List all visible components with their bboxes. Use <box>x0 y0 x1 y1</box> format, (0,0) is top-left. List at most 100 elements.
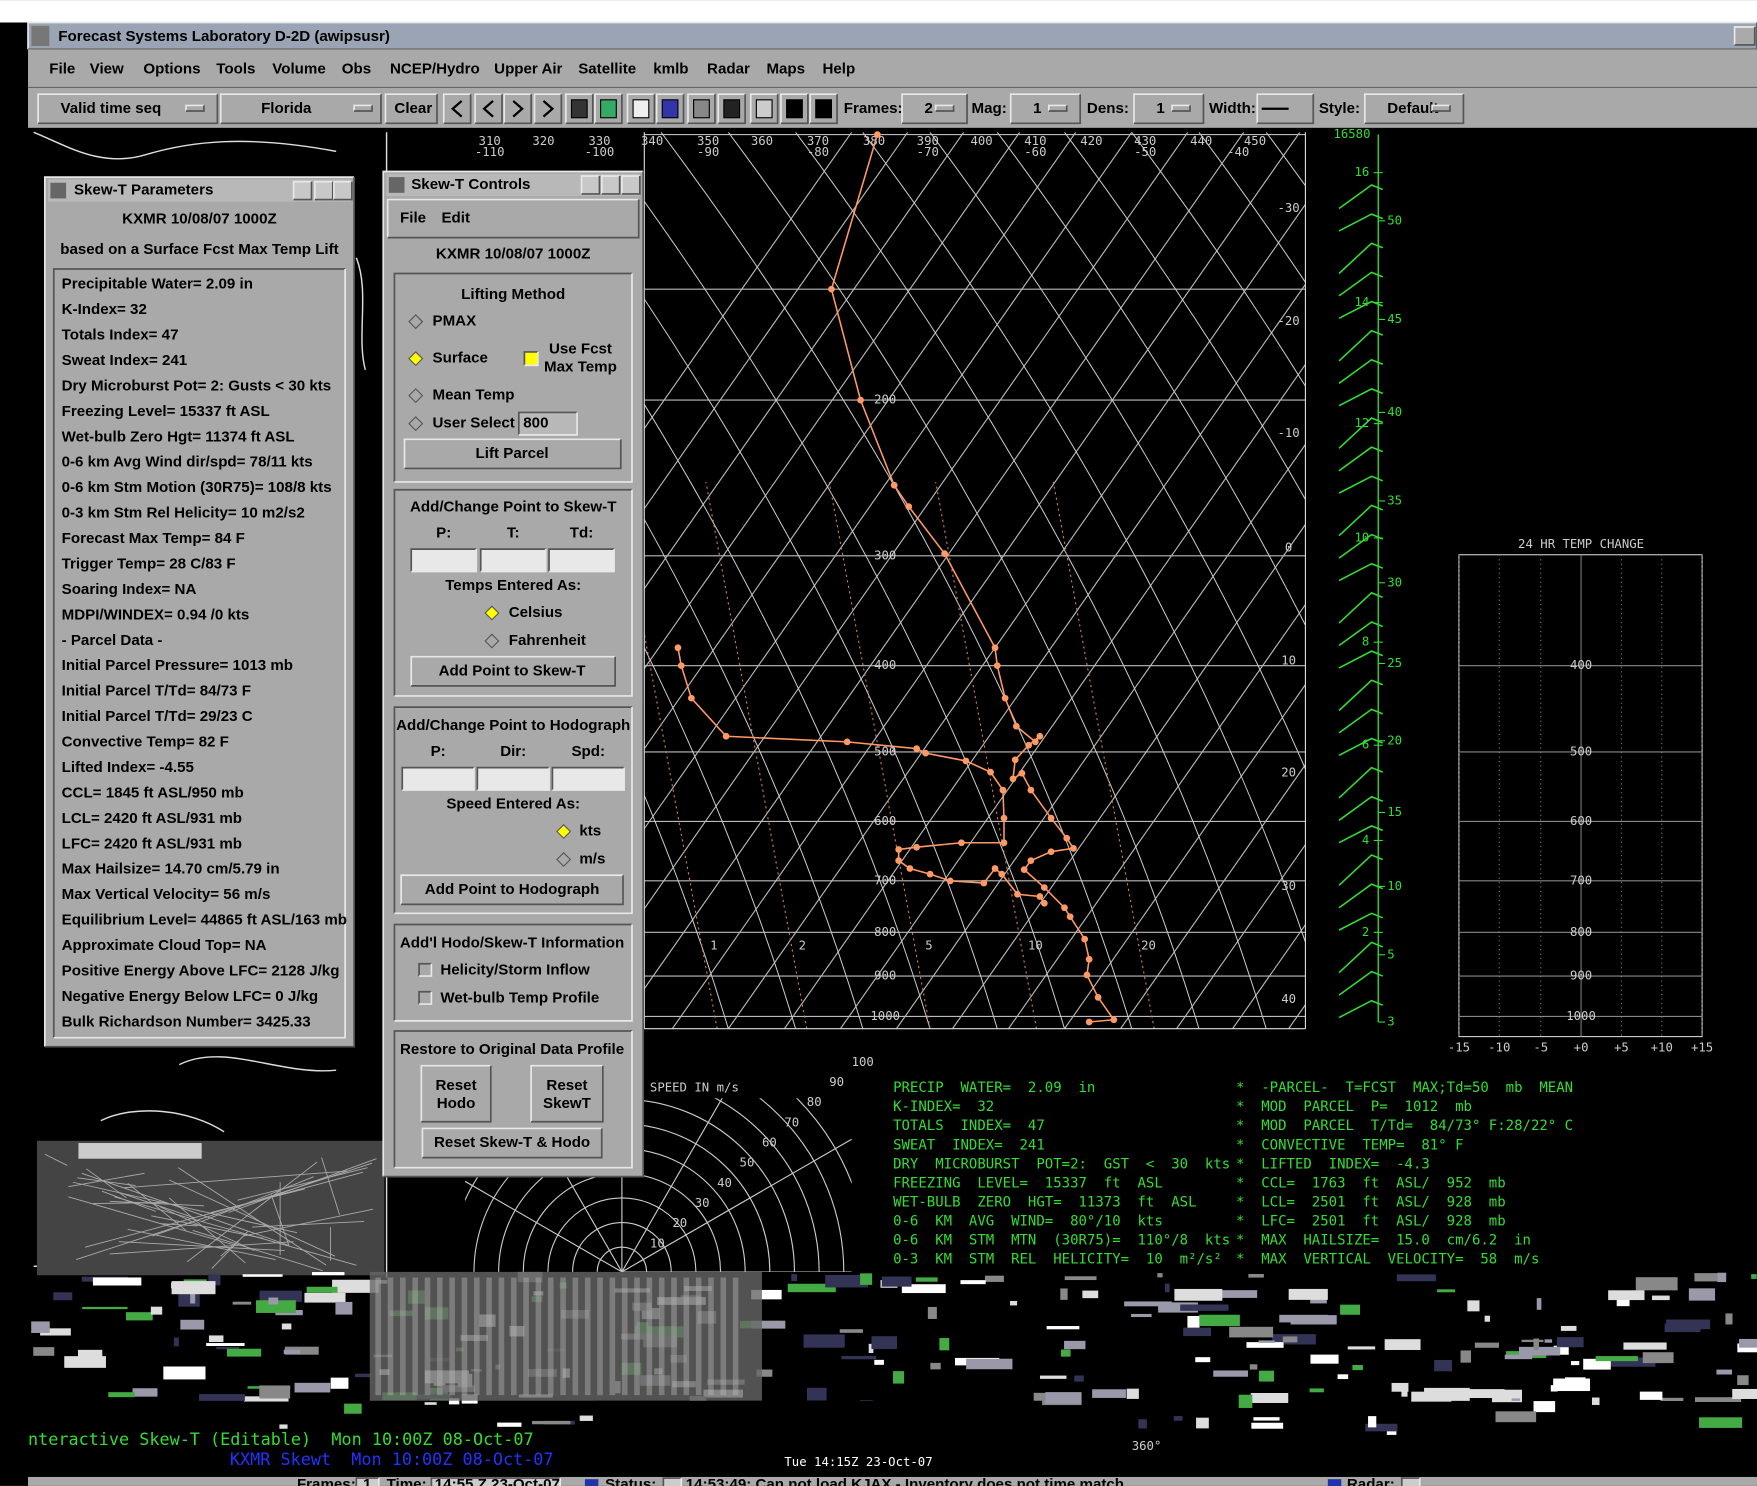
text-input[interactable] <box>410 548 478 573</box>
status-field[interactable] <box>1400 1477 1421 1486</box>
sounding-point[interactable] <box>1110 1016 1118 1024</box>
loop-button[interactable] <box>474 93 503 125</box>
sounding-point[interactable] <box>913 843 920 851</box>
sounding-point[interactable] <box>1011 756 1019 764</box>
button[interactable] <box>530 1064 604 1123</box>
window-button[interactable] <box>600 175 621 195</box>
button[interactable] <box>403 438 622 470</box>
menu-item[interactable]: View <box>90 61 124 78</box>
sounding-point[interactable] <box>941 550 948 557</box>
sounding-point[interactable] <box>993 662 1001 670</box>
tool-button[interactable] <box>655 93 685 125</box>
sounding-point[interactable] <box>1009 775 1017 783</box>
button[interactable] <box>384 93 438 125</box>
sounding-point[interactable] <box>926 870 934 878</box>
sounding-point[interactable] <box>1066 913 1074 921</box>
checkbox-label[interactable]: Helicity/Storm Inflow <box>440 961 590 978</box>
sounding-point[interactable] <box>962 757 970 765</box>
reset-skewt-button[interactable]: Reset <box>546 1077 587 1094</box>
menu-item[interactable]: Help <box>822 61 855 78</box>
loop-button[interactable] <box>533 93 563 125</box>
menu-item[interactable]: Satellite <box>578 61 636 78</box>
button[interactable] <box>400 874 624 906</box>
sounding-point[interactable] <box>1018 769 1026 777</box>
lift-parcel-button[interactable]: Lift Parcel <box>476 445 549 462</box>
window-button[interactable] <box>621 175 641 195</box>
sounding-point[interactable] <box>857 396 864 404</box>
window-button[interactable] <box>292 180 313 201</box>
dropdown-arrow[interactable] <box>1431 104 1451 112</box>
menu-item[interactable]: Obs <box>342 61 371 78</box>
sounding-point[interactable] <box>677 662 685 670</box>
sounding-point[interactable] <box>890 481 898 489</box>
sounding-point[interactable] <box>1061 904 1068 912</box>
radio-label[interactable]: PMAX <box>433 313 477 330</box>
sounding-point[interactable] <box>946 877 954 885</box>
sounding-point[interactable] <box>1032 738 1039 746</box>
radio[interactable] <box>408 388 424 404</box>
radio-label[interactable]: User Select <box>433 415 515 432</box>
menu-item[interactable]: File <box>400 210 426 227</box>
window-button[interactable] <box>580 175 601 195</box>
sounding-point[interactable] <box>1063 834 1071 842</box>
sounding-point[interactable] <box>895 846 903 853</box>
menu-item[interactable]: Tools <box>216 61 255 78</box>
sounding-point[interactable] <box>843 738 851 746</box>
menu-item[interactable]: File <box>49 61 75 78</box>
sounding-point[interactable] <box>980 879 988 887</box>
button[interactable] <box>420 1064 492 1123</box>
sounding-point[interactable] <box>987 768 994 776</box>
sounding-point[interactable] <box>1070 844 1077 852</box>
sounding-point[interactable] <box>1014 890 1021 898</box>
sounding-point[interactable] <box>906 865 914 872</box>
tool-button[interactable] <box>565 93 594 125</box>
menu-item[interactable]: Volume <box>272 61 325 78</box>
checkbox[interactable] <box>523 351 539 367</box>
radio-label[interactable]: m/s <box>579 851 605 868</box>
sounding-point[interactable] <box>828 285 835 293</box>
dropdown[interactable] <box>901 93 968 125</box>
radio[interactable] <box>408 351 424 367</box>
radio-label[interactable]: Mean Temp <box>433 387 515 404</box>
sounding-point[interactable] <box>913 745 920 752</box>
sounding-point[interactable] <box>1085 955 1093 963</box>
sounding-point[interactable] <box>874 131 881 138</box>
sounding-point[interactable] <box>688 694 695 702</box>
radio-label[interactable]: Fahrenheit <box>509 632 586 649</box>
sounding-point[interactable] <box>1020 866 1028 873</box>
dropdown-arrow[interactable] <box>353 104 373 112</box>
sounding-point[interactable] <box>1027 857 1035 865</box>
radio[interactable] <box>556 852 572 868</box>
sounding-point[interactable] <box>1012 722 1020 730</box>
sounding-point[interactable] <box>1001 694 1009 702</box>
menu-item[interactable]: kmlb <box>653 61 688 78</box>
reset-hodo-button[interactable]: Hodo <box>437 1095 476 1112</box>
sounding-point[interactable] <box>958 839 965 847</box>
dropdown-value[interactable]: 1 <box>1033 100 1041 117</box>
checkbox[interactable] <box>418 962 433 977</box>
tool-button[interactable] <box>809 93 838 125</box>
sounding-point[interactable] <box>674 644 682 652</box>
minimize-button[interactable] <box>1733 26 1756 46</box>
menu-item[interactable]: NCEP/Hydro <box>390 61 480 78</box>
reset-both-button[interactable]: Reset Skew-T & Hodo <box>434 1134 590 1151</box>
text-input[interactable] <box>476 766 550 791</box>
loop-button[interactable] <box>442 93 472 125</box>
radio[interactable] <box>484 633 500 649</box>
sounding-point[interactable] <box>1083 971 1091 979</box>
sounding-point[interactable] <box>905 503 913 510</box>
sounding-point[interactable] <box>1027 786 1035 794</box>
sounding-point[interactable] <box>1040 899 1048 907</box>
menu-item[interactable]: Maps <box>766 61 805 78</box>
add-point-button[interactable]: Add Point to Skew-T <box>439 662 587 679</box>
text-input[interactable] <box>551 766 625 791</box>
sounding-point[interactable] <box>895 857 903 865</box>
dropdown-arrow[interactable] <box>185 104 205 112</box>
dropdown[interactable] <box>1009 93 1082 125</box>
sounding-point[interactable] <box>1000 814 1008 822</box>
sounding-point[interactable] <box>1036 732 1044 740</box>
sounding-point[interactable] <box>1047 814 1055 822</box>
sounding-point[interactable] <box>1036 893 1044 900</box>
text-input[interactable] <box>548 548 615 573</box>
dropdown-arrow[interactable] <box>1047 104 1068 112</box>
